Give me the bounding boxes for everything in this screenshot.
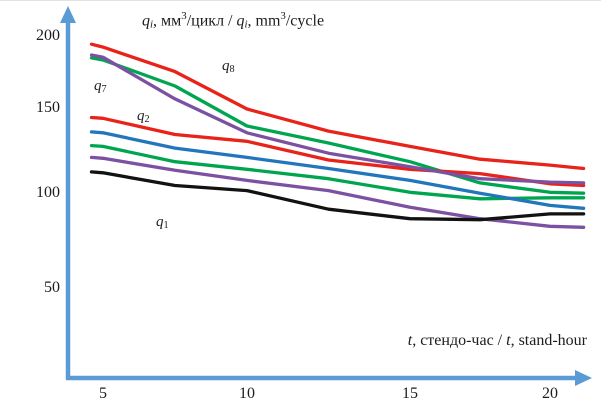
- x-axis-arrow-icon: [575, 370, 592, 386]
- y-tick-label-100: 100: [36, 184, 60, 201]
- curve-label-q7: q7: [94, 78, 107, 96]
- series-line-q7: [89, 53, 586, 185]
- x-tick-label-15: 15: [402, 385, 418, 402]
- series-line-blue: [89, 130, 586, 210]
- curve-label-q8-base: q: [222, 58, 230, 74]
- curve-label-q7-base: q: [94, 78, 102, 94]
- curve-label-q1-base: q: [156, 214, 164, 230]
- series-line-q1: [89, 170, 586, 222]
- curve-label-q8: q8: [222, 58, 235, 76]
- y-tick-label-200: 200: [36, 27, 60, 44]
- series-line-green-upper: [89, 56, 586, 195]
- curve-label-q7-sub: 7: [101, 84, 107, 96]
- y-axis-arrow-icon: [60, 6, 76, 23]
- curve-label-q8-sub: 8: [229, 64, 235, 76]
- y-tick-label-50: 50: [44, 279, 60, 296]
- series-layer: [89, 42, 586, 229]
- chart-title: qi, мм3/цикл / qi, mm3/cycle: [142, 10, 325, 31]
- x-tick-label-5: 5: [99, 385, 107, 402]
- series-line-q2: [89, 115, 586, 188]
- x-tick-label-10: 10: [239, 385, 255, 402]
- x-tick-label-20: 20: [542, 385, 558, 402]
- curve-label-q2-base: q: [137, 108, 145, 124]
- curve-label-q2-sub: 2: [144, 114, 150, 126]
- x-axis-title: t, стендо-час / t, stand-hour: [407, 332, 587, 349]
- curve-label-q2: q2: [137, 108, 150, 126]
- curve-label-q1: q1: [156, 214, 169, 232]
- series-line-purple-lower: [89, 155, 586, 229]
- series-line-q8: [89, 42, 586, 171]
- y-tick-label-150: 150: [36, 99, 60, 116]
- curve-label-q1-sub: 1: [163, 220, 169, 232]
- series-line-green-lower: [89, 143, 586, 201]
